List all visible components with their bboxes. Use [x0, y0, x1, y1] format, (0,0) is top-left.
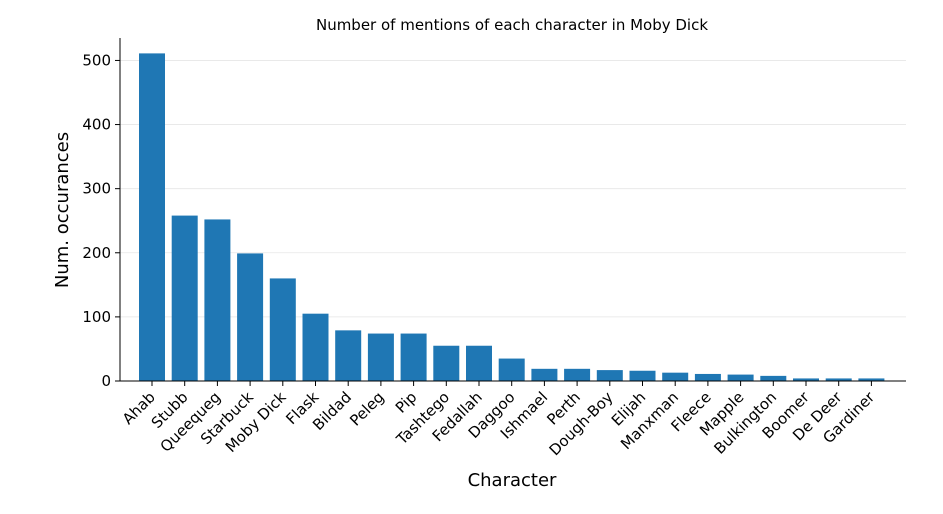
bar-dough-boy: [596, 370, 623, 381]
bar-fedallah: [466, 345, 492, 381]
y-axis-ticks: 0 100 200 300 400 500: [82, 51, 120, 390]
bar-daggoo: [498, 358, 525, 381]
y-tick-label: 100: [82, 308, 111, 326]
bar-moby-dick: [269, 278, 296, 381]
y-axis-label: Num. occurances: [52, 132, 73, 288]
bar-flask: [302, 313, 329, 381]
y-tick-label: 300: [82, 180, 111, 198]
bar-peleg: [367, 333, 394, 381]
y-tick-label: 400: [82, 116, 111, 134]
bar-gardiner: [858, 378, 885, 381]
x-tick-label: Peleg: [346, 388, 387, 429]
x-axis-label: Character: [468, 470, 557, 491]
bar-stubb: [171, 215, 198, 381]
gridlines: [120, 60, 906, 318]
bar-queequeg: [204, 219, 231, 381]
bar-perth: [564, 368, 591, 381]
bar-elijah: [629, 370, 656, 381]
y-tick-label: 200: [82, 244, 111, 262]
bar-pip: [400, 333, 427, 381]
bar-bildad: [335, 330, 362, 381]
bar-ishmael: [531, 368, 558, 381]
bar-tashtego: [433, 345, 460, 381]
y-tick-label: 500: [82, 51, 111, 69]
bar-mapple: [727, 374, 754, 381]
bar-bulkington: [760, 375, 787, 381]
y-tick-label: 0: [101, 372, 111, 390]
bars: [139, 53, 885, 382]
bar-de-deer: [825, 378, 852, 381]
chart-title: Number of mentions of each character in …: [316, 16, 708, 34]
bar-boomer: [793, 378, 819, 381]
bar-manxman: [662, 372, 689, 381]
bar-ahab: [139, 53, 165, 382]
bar-starbuck: [237, 253, 264, 381]
bar-fleece: [694, 373, 721, 381]
